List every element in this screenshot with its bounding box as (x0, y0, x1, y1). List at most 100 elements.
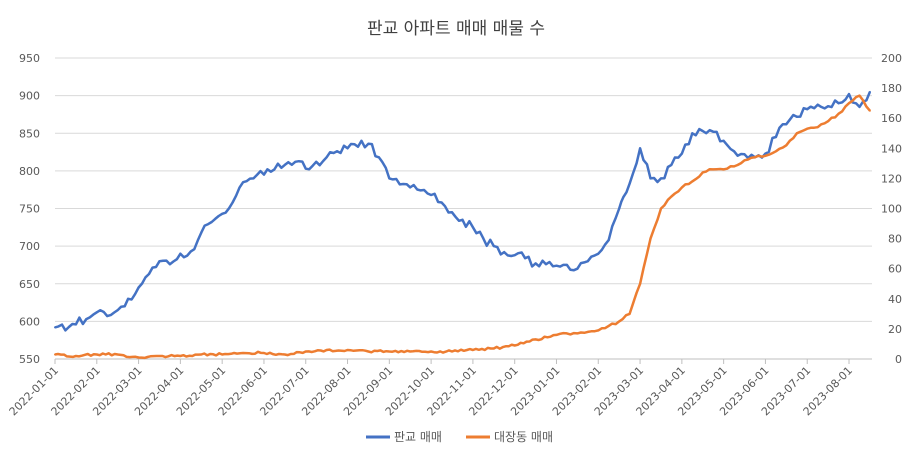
series-line-0 (54, 91, 872, 332)
data-point-0 (273, 168, 276, 171)
data-point-0 (409, 186, 412, 189)
data-point-1 (701, 171, 704, 174)
data-point-0 (701, 130, 704, 132)
data-point-0 (221, 212, 224, 215)
data-point-1 (451, 350, 453, 353)
data-point-1 (680, 186, 683, 189)
data-point-1 (492, 347, 495, 350)
y-left-tick-label: 700 (19, 240, 40, 253)
y-right-tick-label: 60 (888, 263, 902, 276)
data-point-0 (263, 173, 265, 176)
data-point-0 (618, 207, 621, 210)
data-point-0 (377, 156, 380, 159)
y-right-tick-label: 120 (881, 172, 902, 185)
data-point-0 (764, 152, 767, 155)
data-point-0 (858, 105, 861, 108)
series-lines (54, 90, 872, 360)
data-point-1 (367, 350, 370, 353)
data-point-1 (471, 349, 474, 351)
data-point-0 (622, 196, 625, 199)
y-right-tick-label: 160 (881, 112, 902, 125)
y-right-tick-label: 180 (881, 82, 902, 95)
data-point-0 (607, 239, 610, 242)
y-right-tick-label: 40 (888, 293, 902, 306)
data-point-1 (74, 355, 77, 357)
data-point-1 (607, 324, 610, 327)
data-point-1 (137, 356, 140, 359)
data-point-0 (158, 260, 161, 263)
data-point-0 (471, 226, 474, 229)
data-point-0 (534, 262, 537, 265)
right-y-axis: 0 20 40 60 80 100 120 140 160 180 200 (881, 52, 902, 366)
data-point-0 (252, 177, 255, 180)
data-point-0 (127, 297, 130, 300)
data-point-0 (451, 211, 453, 214)
data-point-0 (325, 156, 328, 159)
data-point-0 (733, 150, 736, 153)
chart-title: 판교 아파트 매매 매물 수 (367, 19, 545, 39)
data-point-0 (189, 250, 192, 253)
y-right-tick-label: 80 (888, 233, 902, 246)
left-y-axis: 550 600 650 700 750 800 850 900 950 (19, 52, 40, 366)
data-point-0 (388, 177, 391, 180)
data-point-1 (221, 353, 224, 356)
data-point-1 (795, 132, 798, 135)
data-point-0 (210, 221, 213, 223)
data-point-0 (848, 93, 850, 96)
data-point-1 (346, 349, 349, 351)
gridlines (55, 57, 872, 360)
legend-item-daejangdong[interactable]: 대장동 매매 (466, 430, 553, 444)
data-point-0 (597, 252, 600, 255)
data-point-0 (513, 254, 516, 257)
data-point-0 (461, 218, 464, 221)
data-point-1 (179, 355, 182, 357)
data-point-0 (524, 257, 527, 260)
data-point-1 (555, 333, 558, 336)
data-point-0 (419, 189, 422, 192)
data-point-1 (649, 237, 652, 240)
data-point-0 (639, 147, 642, 150)
y-left-tick-label: 950 (19, 52, 40, 65)
data-point-1 (158, 355, 161, 357)
data-point-0 (774, 136, 777, 138)
y-left-tick-label: 600 (19, 315, 40, 328)
legend-item-pangyo[interactable]: 판교 매매 (366, 430, 442, 444)
data-point-1 (54, 353, 56, 356)
data-point-0 (95, 311, 98, 314)
y-right-tick-label: 20 (888, 323, 902, 336)
data-point-0 (586, 260, 589, 263)
data-point-1 (691, 180, 694, 183)
data-point-1 (565, 332, 568, 335)
data-point-0 (868, 90, 871, 93)
data-point-1 (754, 156, 756, 159)
data-point-0 (492, 245, 495, 248)
data-point-0 (503, 251, 506, 254)
data-point-0 (712, 130, 715, 133)
data-point-0 (304, 167, 307, 170)
data-point-1 (618, 320, 621, 323)
data-point-1 (200, 353, 203, 356)
data-point-0 (545, 263, 547, 266)
y-right-tick-label: 140 (881, 142, 902, 155)
data-point-1 (785, 144, 788, 147)
data-point-1 (774, 150, 777, 153)
data-point-1 (670, 195, 673, 198)
data-point-0 (357, 145, 359, 148)
data-point-0 (827, 105, 830, 108)
legend[interactable]: 판교 매매 대장동 매매 (366, 430, 553, 444)
data-point-1 (534, 338, 537, 341)
data-point-1 (586, 330, 589, 333)
data-point-1 (513, 344, 516, 347)
data-point-1 (388, 350, 391, 353)
data-point-1 (827, 120, 830, 123)
data-point-1 (712, 168, 715, 171)
data-point-0 (315, 160, 318, 163)
data-point-0 (346, 147, 349, 150)
data-point-0 (816, 103, 819, 106)
data-point-0 (743, 153, 746, 156)
data-point-0 (294, 160, 297, 163)
data-point-0 (367, 142, 370, 145)
series-line-1 (54, 94, 871, 360)
